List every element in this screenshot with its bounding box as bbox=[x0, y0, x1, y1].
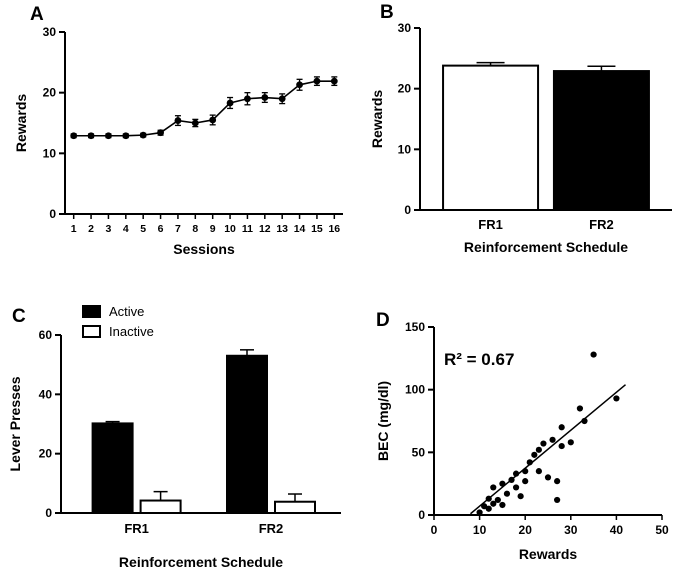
svg-text:60: 60 bbox=[39, 328, 53, 342]
svg-text:40: 40 bbox=[610, 523, 624, 537]
svg-text:3: 3 bbox=[106, 223, 112, 235]
svg-text:150: 150 bbox=[405, 320, 425, 334]
svg-text:Inactive: Inactive bbox=[109, 324, 154, 339]
svg-text:0: 0 bbox=[418, 508, 425, 522]
svg-text:Reinforcement Schedule: Reinforcement Schedule bbox=[464, 239, 628, 255]
panel-d: D 0 50 100 150 BEC (mg/dl) Rewards 0 10 20 30 40 50… bbox=[372, 302, 687, 574]
svg-text:Sessions: Sessions bbox=[173, 241, 235, 257]
svg-text:1: 1 bbox=[71, 223, 77, 235]
panel-c: C 0 20 40 60 Lever Presses Reinforcement Sche… bbox=[6, 300, 356, 575]
svg-text:R² = 0.67: R² = 0.67 bbox=[444, 350, 514, 369]
svg-text:20: 20 bbox=[39, 447, 53, 461]
svg-text:Rewards: Rewards bbox=[519, 546, 578, 562]
svg-text:40: 40 bbox=[39, 387, 53, 401]
svg-text:20: 20 bbox=[398, 82, 412, 96]
panel-d-scatter-chart: 0 50 100 150 BEC (mg/dl) Rewards 0 10 20 30 40 50 R²… bbox=[375, 320, 669, 562]
panel-b-label: B bbox=[380, 2, 394, 23]
svg-text:30: 30 bbox=[43, 25, 57, 39]
svg-text:FR1: FR1 bbox=[478, 217, 503, 232]
svg-text:50: 50 bbox=[412, 445, 426, 459]
svg-text:2: 2 bbox=[88, 223, 94, 235]
svg-text:0: 0 bbox=[49, 207, 56, 221]
svg-text:11: 11 bbox=[242, 223, 253, 235]
svg-text:Rewards: Rewards bbox=[369, 90, 385, 149]
panel-c-label: C bbox=[12, 306, 26, 327]
svg-text:5: 5 bbox=[140, 223, 146, 235]
svg-text:0: 0 bbox=[404, 203, 411, 217]
svg-text:14: 14 bbox=[294, 223, 306, 235]
svg-text:16: 16 bbox=[328, 223, 340, 235]
svg-text:Lever Presses: Lever Presses bbox=[7, 376, 23, 471]
svg-text:13: 13 bbox=[276, 223, 288, 235]
svg-text:Rewards: Rewards bbox=[13, 94, 29, 153]
svg-text:FR2: FR2 bbox=[259, 521, 284, 536]
panel-b-bar-chart: 0 10 20 30 Rewards Reinforcement Schedule FR1 F… bbox=[369, 21, 672, 255]
panel-d-label: D bbox=[376, 310, 390, 331]
svg-text:20: 20 bbox=[43, 86, 57, 100]
svg-text:7: 7 bbox=[175, 223, 181, 235]
panel-c-grouped-bar-chart: 0 20 40 60 Lever Presses Reinforcement Schedu… bbox=[7, 304, 341, 570]
svg-text:Reinforcement Schedule: Reinforcement Schedule bbox=[119, 554, 283, 570]
svg-text:9: 9 bbox=[210, 223, 216, 235]
panel-a-label: A bbox=[30, 4, 44, 25]
svg-text:0: 0 bbox=[45, 506, 52, 520]
svg-text:BEC (mg/dl): BEC (mg/dl) bbox=[375, 381, 391, 461]
svg-text:15: 15 bbox=[311, 223, 323, 235]
svg-text:30: 30 bbox=[398, 21, 412, 35]
svg-text:8: 8 bbox=[192, 223, 198, 235]
svg-text:4: 4 bbox=[123, 223, 129, 235]
svg-text:20: 20 bbox=[519, 523, 533, 537]
svg-text:0: 0 bbox=[431, 523, 438, 537]
panel-b: B 0 10 20 30 Rewards Reinforcement Schedule FR… bbox=[368, 0, 693, 285]
svg-text:10: 10 bbox=[43, 146, 57, 160]
svg-text:6: 6 bbox=[158, 223, 164, 235]
svg-text:100: 100 bbox=[405, 383, 425, 397]
svg-text:Active: Active bbox=[109, 304, 144, 319]
svg-text:12: 12 bbox=[259, 223, 271, 235]
svg-text:FR2: FR2 bbox=[589, 217, 614, 232]
svg-text:10: 10 bbox=[473, 523, 487, 537]
svg-text:10: 10 bbox=[398, 142, 412, 156]
svg-text:10: 10 bbox=[224, 223, 236, 235]
panel-a: A 0 10 20 30 Rewards Sessions 1 2 3 4 5 6 7 8 9 10 11 12 1… bbox=[10, 4, 355, 294]
svg-text:50: 50 bbox=[655, 523, 669, 537]
svg-text:FR1: FR1 bbox=[124, 521, 149, 536]
svg-text:30: 30 bbox=[564, 523, 578, 537]
